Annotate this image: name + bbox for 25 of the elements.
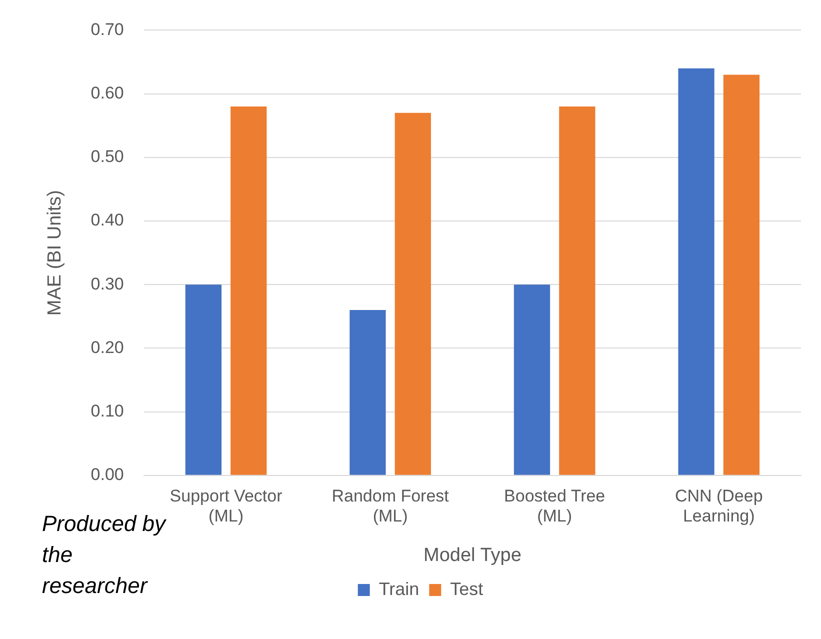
- bar: [230, 106, 267, 475]
- bar: [394, 112, 431, 475]
- bar: [350, 310, 386, 475]
- x-tick-label: Boosted Tree (ML): [504, 486, 606, 526]
- x-axis-title: Model Type: [424, 544, 522, 566]
- y-tick-label: 0.70: [90, 20, 124, 39]
- y-tick-label: 0.30: [90, 274, 124, 294]
- y-tick-label: 0.00: [90, 465, 124, 484]
- bar: [559, 106, 596, 475]
- legend-label: Test: [450, 578, 484, 599]
- y-tick-label: 0.10: [90, 401, 124, 420]
- bar: [514, 284, 550, 475]
- y-tick-label: 0.60: [90, 83, 124, 102]
- legend-label: Train: [378, 578, 420, 599]
- text: Produced by the researcher: [42, 510, 168, 600]
- y-tick-label: 0.50: [90, 147, 124, 166]
- y-tick-label: 0.40: [90, 210, 124, 230]
- bar: [185, 284, 222, 475]
- y-tick-label: 0.20: [90, 338, 124, 357]
- bar: [723, 74, 760, 475]
- x-tick-label: CNN (Deep Learning): [674, 486, 763, 526]
- x-tick-label: Support Vector (ML): [170, 486, 283, 526]
- x-tick-label: Random Forest (ML): [332, 486, 450, 526]
- bar: [678, 68, 714, 475]
- y-axis-title: MAE (BI Units): [44, 190, 66, 316]
